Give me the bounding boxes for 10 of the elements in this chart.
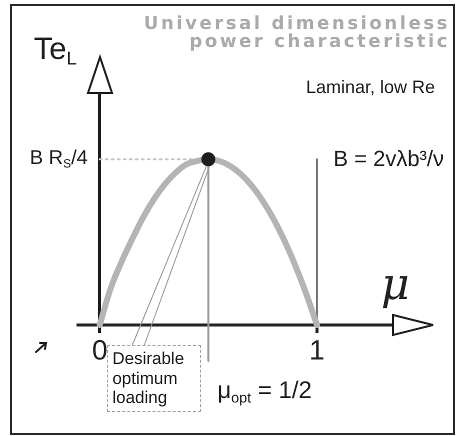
annotation: B = 2vλb³/ν	[333, 146, 444, 172]
chart-subtitle: Laminar, low Re	[306, 77, 435, 98]
x-tick-label: 0	[92, 334, 108, 366]
y-axis-title: Te$_{L}$	[34, 31, 77, 70]
ref-line-label: B R$_{S}$/4	[30, 147, 88, 171]
x-tick-label: 1	[309, 334, 325, 366]
ref-line-label: μ$_{opt}$ = 1/2	[217, 377, 312, 406]
annotation: Desirable optimum loading	[107, 345, 202, 412]
x-axis-title: μ	[381, 259, 410, 310]
chart-title: Universal dimensionless power characteristic	[142, 13, 450, 52]
